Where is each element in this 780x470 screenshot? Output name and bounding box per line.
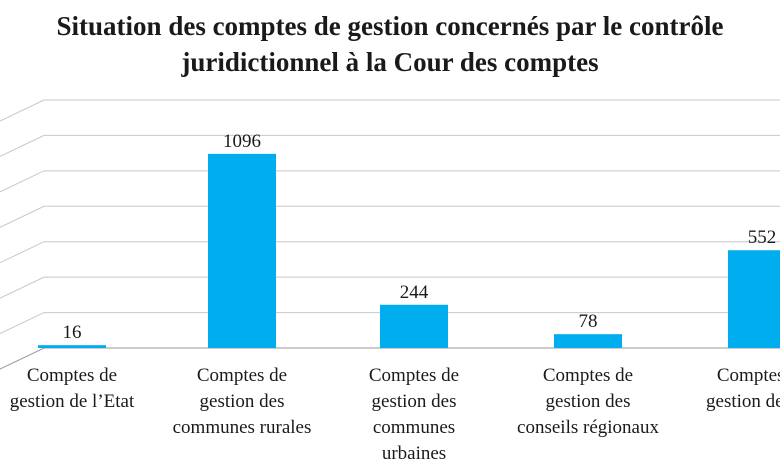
gridline	[0, 170, 780, 193]
gridline	[0, 205, 780, 228]
category-label-line: gestion des	[371, 391, 457, 412]
chart-title: Situation des comptes de gestion concern…	[0, 8, 780, 80]
chart-title-line-1: Situation des comptes de gestion concern…	[56, 11, 724, 41]
bar	[208, 153, 276, 348]
category-label: Comptes de gestion des communes rurales	[152, 363, 332, 441]
gridline	[0, 134, 780, 158]
category-label: Comptes de gestion des EP	[672, 363, 780, 415]
category-label: Comptes de gestion des communes urbaines	[324, 363, 504, 467]
category-label-line: Comptes de	[542, 365, 634, 386]
data-label: 244	[400, 282, 429, 303]
bar	[554, 334, 622, 348]
bar	[728, 250, 780, 348]
category-label-line: Comptes de	[196, 365, 288, 386]
category-label-line: communes	[372, 417, 456, 438]
data-label: 552	[748, 227, 777, 248]
category-label-line: gestion des EP	[706, 391, 780, 412]
gridline	[0, 99, 780, 122]
category-label-line: gestion des	[199, 391, 285, 412]
category-label-line: conseils régionaux	[517, 417, 659, 438]
category-label-line: Comptes de	[368, 365, 460, 386]
category-label-line: urbaines	[381, 443, 447, 464]
gridline	[0, 241, 780, 264]
category-label: Comptes de gestion de l’Etat	[0, 363, 162, 415]
category-label-line: communes rurales	[172, 417, 312, 438]
category-label-line: Comptes de	[716, 365, 780, 386]
data-label: 78	[579, 311, 598, 332]
data-label: 16	[63, 322, 82, 343]
category-label-line: gestion de l’Etat	[9, 391, 135, 412]
bar	[38, 345, 106, 348]
category-label: Comptes de gestion des conseils régionaux	[498, 363, 678, 441]
category-label-line: Comptes de	[26, 365, 118, 386]
gridline	[0, 312, 780, 335]
category-label-line: gestion des	[545, 391, 631, 412]
gridline	[0, 276, 780, 299]
chart-title-line-2: juridictionnel à la Cour des comptes	[181, 47, 599, 77]
data-label: 1096	[223, 131, 261, 152]
bar	[380, 304, 448, 348]
